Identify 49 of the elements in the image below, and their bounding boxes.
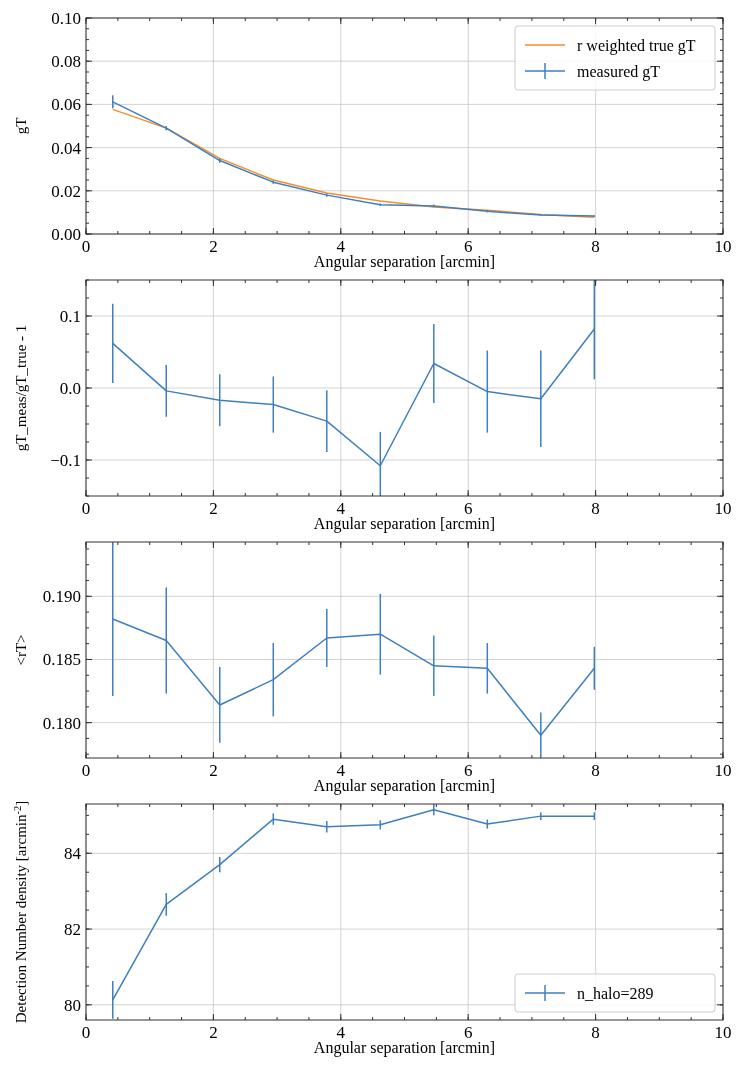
x-tick-label: 0 bbox=[81, 499, 91, 518]
x-axis-title: Angular separation [arcmin] bbox=[313, 777, 496, 795]
y-tick-label: −0.1 bbox=[50, 450, 81, 470]
y-tick-label: 0.04 bbox=[51, 138, 82, 158]
x-tick-label: 2 bbox=[209, 237, 218, 256]
y-tick-label: 0.190 bbox=[42, 587, 81, 607]
y-tick-label: 0.0 bbox=[59, 378, 81, 398]
x-axis-title: Angular separation [arcmin] bbox=[313, 515, 496, 533]
x-tick-label: 10 bbox=[714, 761, 732, 780]
y-tick-label: 0.180 bbox=[42, 713, 81, 733]
y-axis-title: <rT> bbox=[13, 634, 29, 666]
x-tick-label: 4 bbox=[336, 237, 346, 256]
x-tick-label: 10 bbox=[714, 237, 732, 256]
x-tick-label: 10 bbox=[714, 499, 732, 518]
y-tick-label: 84 bbox=[64, 844, 82, 864]
x-tick-label: 8 bbox=[591, 237, 600, 256]
y-tick-label: 0.08 bbox=[51, 52, 81, 72]
x-tick-label: 4 bbox=[336, 1023, 346, 1042]
x-axis-title: Angular separation [arcmin] bbox=[313, 253, 496, 271]
x-axis-title: Angular separation [arcmin] bbox=[313, 1039, 496, 1057]
y-tick-label: 0.06 bbox=[51, 95, 81, 115]
x-tick-label: 4 bbox=[336, 499, 346, 518]
y-tick-label: 0.10 bbox=[51, 8, 81, 28]
y-tick-label: 0.00 bbox=[51, 224, 81, 244]
x-tick-label: 6 bbox=[463, 761, 473, 780]
y-tick-label: 0.185 bbox=[42, 650, 81, 670]
x-tick-label: 8 bbox=[591, 1023, 600, 1042]
x-tick-label: 4 bbox=[336, 761, 346, 780]
x-tick-label: 0 bbox=[81, 1023, 91, 1042]
x-tick-label: 2 bbox=[209, 761, 218, 780]
legend-label: measured gT bbox=[577, 62, 661, 81]
x-tick-label: 2 bbox=[209, 499, 218, 518]
legend-label: r weighted true gT bbox=[577, 36, 696, 55]
y-tick-label: 80 bbox=[64, 995, 81, 1015]
x-tick-label: 6 bbox=[463, 499, 473, 518]
y-axis-title: gT_meas/gT_true - 1 bbox=[13, 324, 29, 452]
x-tick-label: 6 bbox=[463, 1023, 473, 1042]
y-tick-label: 0.02 bbox=[51, 181, 81, 201]
x-tick-label: 10 bbox=[714, 1023, 732, 1042]
x-tick-label: 0 bbox=[81, 237, 91, 256]
x-tick-label: 8 bbox=[591, 761, 600, 780]
legend-label: n_halo=289 bbox=[577, 984, 654, 1002]
x-tick-label: 0 bbox=[81, 761, 91, 780]
y-axis-title: gT bbox=[13, 117, 29, 135]
x-tick-label: 2 bbox=[209, 1023, 218, 1042]
y-tick-label: 82 bbox=[64, 920, 81, 939]
x-tick-label: 8 bbox=[591, 499, 600, 518]
x-tick-label: 6 bbox=[463, 237, 473, 256]
y-tick-label: 0.1 bbox=[59, 306, 81, 326]
